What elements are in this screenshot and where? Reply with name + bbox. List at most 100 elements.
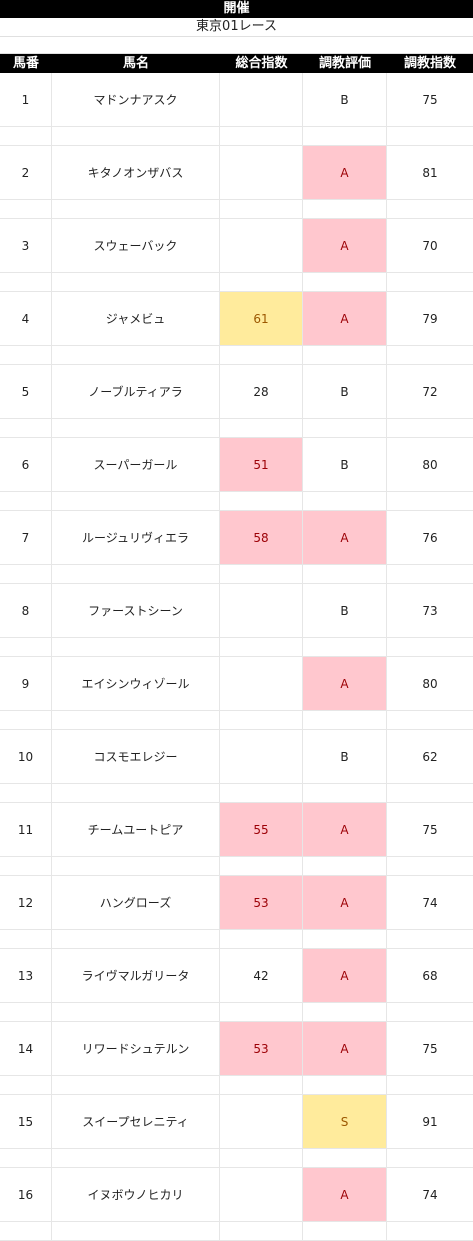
spacer-cell xyxy=(220,346,303,364)
table-row: 16 イヌボウノヒカリ A 74 xyxy=(0,1168,473,1222)
spacer-row xyxy=(0,1003,473,1022)
spacer-cell xyxy=(220,784,303,802)
spacer-cell xyxy=(52,273,220,291)
spacer-cell xyxy=(52,930,220,948)
spacer-cell xyxy=(52,711,220,729)
training-eval-cell: A xyxy=(303,1168,387,1221)
horse-number-cell: 10 xyxy=(0,730,52,783)
spacer-cell xyxy=(387,1222,473,1240)
spacer-row xyxy=(0,1222,473,1241)
horse-number-cell: 4 xyxy=(0,292,52,345)
spacer-cell xyxy=(0,930,52,948)
spacer-cell xyxy=(0,638,52,656)
spacer-cell xyxy=(220,127,303,145)
training-index-cell: 75 xyxy=(422,822,438,837)
training-index-cell: 68 xyxy=(422,968,438,983)
spacer-cell xyxy=(52,1003,220,1021)
horse-number-cell: 3 xyxy=(0,219,52,272)
training-index-cell: 91 xyxy=(422,1114,438,1129)
spacer-row xyxy=(0,1076,473,1095)
spacer-cell xyxy=(52,565,220,583)
overall-index-cell xyxy=(220,1095,303,1148)
spacer-cell xyxy=(0,1222,52,1240)
spacer-cell xyxy=(387,711,473,729)
spacer-cell xyxy=(0,492,52,510)
spacer-cell xyxy=(220,1222,303,1240)
spacer-cell xyxy=(303,200,387,218)
spacer-cell xyxy=(303,419,387,437)
table-row: 6 スーパーガール 51 B 80 xyxy=(0,438,473,492)
spacer-cell xyxy=(303,638,387,656)
spacer-cell xyxy=(52,346,220,364)
training-eval-cell: A xyxy=(303,876,387,929)
spacer-row xyxy=(0,930,473,949)
training-index-cell: 81 xyxy=(422,165,438,180)
horse-name-cell: スーパーガール xyxy=(52,438,220,491)
spacer-cell xyxy=(220,857,303,875)
spacer-cell xyxy=(0,1003,52,1021)
spacer-cell xyxy=(220,638,303,656)
training-eval-cell: A xyxy=(303,511,387,564)
spacer-cell xyxy=(52,492,220,510)
training-index-cell: 74 xyxy=(422,895,438,910)
spacer-cell xyxy=(303,711,387,729)
training-index-cell: 75 xyxy=(422,92,438,107)
spacer-cell xyxy=(220,565,303,583)
spacer-cell xyxy=(0,1149,52,1167)
horse-number-cell: 8 xyxy=(0,584,52,637)
overall-index-cell: 58 xyxy=(220,511,303,564)
horse-number-cell: 2 xyxy=(0,146,52,199)
spacer-cell xyxy=(303,930,387,948)
training-eval-cell: B xyxy=(303,365,387,418)
spacer-cell xyxy=(387,127,473,145)
training-index-cell: 80 xyxy=(422,676,438,691)
header-training-eval: 調教評価 xyxy=(318,56,371,71)
training-index-cell: 75 xyxy=(422,1041,438,1056)
horse-number-cell: 14 xyxy=(0,1022,52,1075)
table-row: 11 チームユートピア 55 A 75 xyxy=(0,803,473,857)
header-horse-name: 馬名 xyxy=(122,56,149,71)
horse-number-cell: 11 xyxy=(0,803,52,856)
overall-index-cell xyxy=(220,730,303,783)
spacer-cell xyxy=(0,419,52,437)
overall-index-cell xyxy=(220,1168,303,1221)
spacer-cell xyxy=(387,273,473,291)
overall-index-cell xyxy=(220,73,303,126)
horse-number-cell: 5 xyxy=(0,365,52,418)
training-eval-cell: A xyxy=(303,949,387,1002)
horse-name-cell: ファーストシーン xyxy=(52,584,220,637)
training-index-cell: 80 xyxy=(422,457,438,472)
spacer-cell xyxy=(303,346,387,364)
race-subtitle: 東京01レース xyxy=(0,18,473,37)
horse-name-cell: ジャメビュ xyxy=(52,292,220,345)
spacer-cell xyxy=(387,492,473,510)
spacer-cell xyxy=(52,1222,220,1240)
spacer-cell xyxy=(0,565,52,583)
spacer-cell xyxy=(387,419,473,437)
training-eval-cell: B xyxy=(303,438,387,491)
spacer-cell xyxy=(303,1076,387,1094)
spacer-cell xyxy=(52,857,220,875)
spacer-cell xyxy=(52,638,220,656)
table-row: 5 ノーブルティアラ 28 B 72 xyxy=(0,365,473,419)
spacer-cell xyxy=(303,784,387,802)
horse-number-cell: 1 xyxy=(0,73,52,126)
spacer-cell xyxy=(303,565,387,583)
overall-index-cell: 53 xyxy=(220,876,303,929)
horse-number-cell: 6 xyxy=(0,438,52,491)
spacer-cell xyxy=(220,200,303,218)
spacer-cell xyxy=(387,1003,473,1021)
spacer-row xyxy=(0,346,473,365)
table-row: 7 ルージュリヴィエラ 58 A 76 xyxy=(0,511,473,565)
spacer-cell xyxy=(303,1003,387,1021)
spacer-cell xyxy=(52,419,220,437)
training-eval-cell: B xyxy=(303,730,387,783)
overall-index-cell: 55 xyxy=(220,803,303,856)
table-row: 8 ファーストシーン B 73 xyxy=(0,584,473,638)
header-overall-index: 総合指数 xyxy=(235,56,288,71)
training-eval-cell: B xyxy=(303,73,387,126)
spacer-row xyxy=(0,492,473,511)
spacer-cell xyxy=(0,127,52,145)
spacer-cell xyxy=(387,1149,473,1167)
horse-name-cell: コスモエレジー xyxy=(52,730,220,783)
